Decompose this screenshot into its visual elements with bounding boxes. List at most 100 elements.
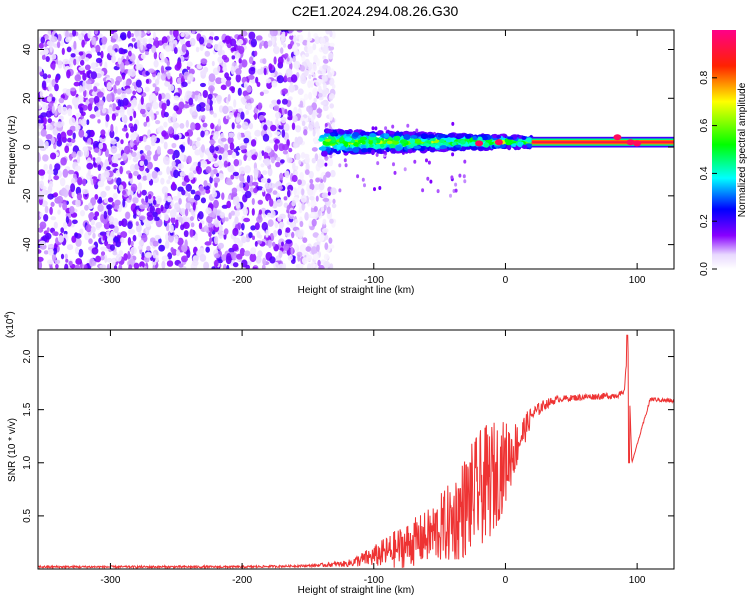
spectrogram-cell xyxy=(136,87,143,93)
spectrogram-cell xyxy=(91,90,99,97)
x-tick-label: -100 xyxy=(364,575,384,586)
spectrogram-cell xyxy=(124,60,130,66)
spectrogram-cell xyxy=(41,103,49,111)
spectrogram-cell xyxy=(507,136,514,140)
spectrogram-cell xyxy=(201,115,206,121)
spectrogram-cell xyxy=(281,241,284,247)
spectrogram-cell xyxy=(81,39,85,48)
spectrogram-cell xyxy=(167,252,173,260)
spectrogram-cell xyxy=(395,145,402,152)
spectrogram-cell xyxy=(49,265,53,269)
spectrogram-cell xyxy=(203,225,208,232)
spectrogram-cell xyxy=(152,211,158,218)
spectrogram-cell xyxy=(157,126,164,134)
spectrogram-cell xyxy=(94,67,102,73)
spectrogram-cell xyxy=(308,74,312,80)
spectrogram-cell xyxy=(178,198,182,205)
spectrogram-cell xyxy=(456,133,465,139)
spectrogram-cell xyxy=(232,227,239,237)
spectrogram-cell xyxy=(217,258,223,264)
spectrogram-cell xyxy=(122,97,129,106)
spectrogram-cell xyxy=(155,86,160,92)
spectrogram-cell xyxy=(305,246,312,252)
spectrogram-cell xyxy=(106,93,113,103)
spectrogram-cell xyxy=(76,95,84,103)
spectrogram-cell xyxy=(322,45,329,55)
spectrogram-cell xyxy=(142,175,148,181)
spectrogram-cell xyxy=(167,84,175,92)
spectrogram-cell xyxy=(261,187,265,193)
spectrogram-cell xyxy=(312,232,319,238)
spectrogram-cell xyxy=(172,122,180,129)
spectrogram-cell xyxy=(507,145,512,151)
spectrogram-cell xyxy=(304,156,310,164)
spectrogram-cell xyxy=(261,264,266,269)
spectrogram-cell xyxy=(202,122,208,128)
spectrogram-cell xyxy=(251,198,255,205)
spectrogram-cell xyxy=(344,163,348,168)
spectrogram-cell xyxy=(212,168,218,175)
spectrogram-cell xyxy=(116,141,121,149)
spectrogram-cell xyxy=(39,90,44,99)
spectrogram-cell xyxy=(267,239,272,249)
spectrogram-cell xyxy=(67,169,75,175)
spectrogram-cell xyxy=(133,110,137,119)
spectrogram-cell xyxy=(228,112,234,118)
spectrogram-cell xyxy=(152,101,159,110)
spectrogram-cell xyxy=(74,232,78,237)
spectrogram-cell xyxy=(226,264,230,269)
spectrogram-cell xyxy=(204,130,209,137)
spectrogram-cell xyxy=(233,159,240,167)
spectrogram-cell xyxy=(138,64,144,71)
spectrogram-cell xyxy=(130,33,134,38)
spectrogram-cell xyxy=(221,192,225,200)
x-tick-label: 100 xyxy=(629,275,646,286)
spectrogram-cell xyxy=(161,255,169,262)
spectrogram-cell xyxy=(174,64,181,71)
spectrogram-cell xyxy=(260,177,268,183)
spectrogram-cell xyxy=(218,242,224,249)
spectrogram-cell xyxy=(212,187,216,195)
spectrogram-cell xyxy=(258,151,263,161)
spectrogram-cell xyxy=(91,247,99,255)
spectrogram-cell xyxy=(277,228,282,236)
spectrogram-cell xyxy=(143,159,148,167)
spectrogram-cell xyxy=(179,123,185,129)
spectrogram-cell xyxy=(139,160,145,166)
spectrogram-cell xyxy=(120,139,124,145)
spectrogram-cell xyxy=(253,187,258,194)
spectrogram-cell xyxy=(231,87,235,94)
spectrogram-cell xyxy=(315,177,320,183)
spectrogram-cell xyxy=(437,142,442,147)
spectrogram-cell xyxy=(181,43,187,53)
spectrogram-cell xyxy=(139,261,145,268)
spectrogram-cell xyxy=(38,240,46,247)
spectrogram-cell xyxy=(277,263,285,269)
spectrogram-cell xyxy=(238,166,246,175)
spectrogram-cell xyxy=(179,208,186,216)
spectrogram-cell xyxy=(301,54,306,62)
spectrogram-cell xyxy=(38,169,46,176)
spectrogram-cell xyxy=(244,250,251,257)
spectrogram-cell xyxy=(76,192,82,201)
spectrogram-cell xyxy=(246,260,252,266)
spectrogram-cell xyxy=(186,249,191,258)
spectrogram-cell xyxy=(228,194,232,200)
spectrogram-cell xyxy=(245,237,250,243)
spectrogram-cell xyxy=(190,189,196,195)
spectrogram-cell xyxy=(447,133,456,138)
spectrogram-cell xyxy=(49,44,53,53)
spectrogram-cell xyxy=(97,180,105,188)
spectrogram-cell xyxy=(427,160,431,165)
spectrogram-cell xyxy=(160,136,165,144)
spectrogram-cell xyxy=(299,244,307,254)
spectrogram-cell xyxy=(181,81,188,88)
spectrogram-cell xyxy=(75,258,83,265)
spectrogram-cell xyxy=(74,74,82,82)
spectrogram-cell xyxy=(339,137,344,143)
spectrogram-cell xyxy=(204,50,211,57)
spectrogram-cell xyxy=(140,155,146,162)
spectrogram-cell xyxy=(168,234,174,243)
spectrogram-cell xyxy=(60,253,65,260)
spectrogram-cell xyxy=(254,129,261,137)
